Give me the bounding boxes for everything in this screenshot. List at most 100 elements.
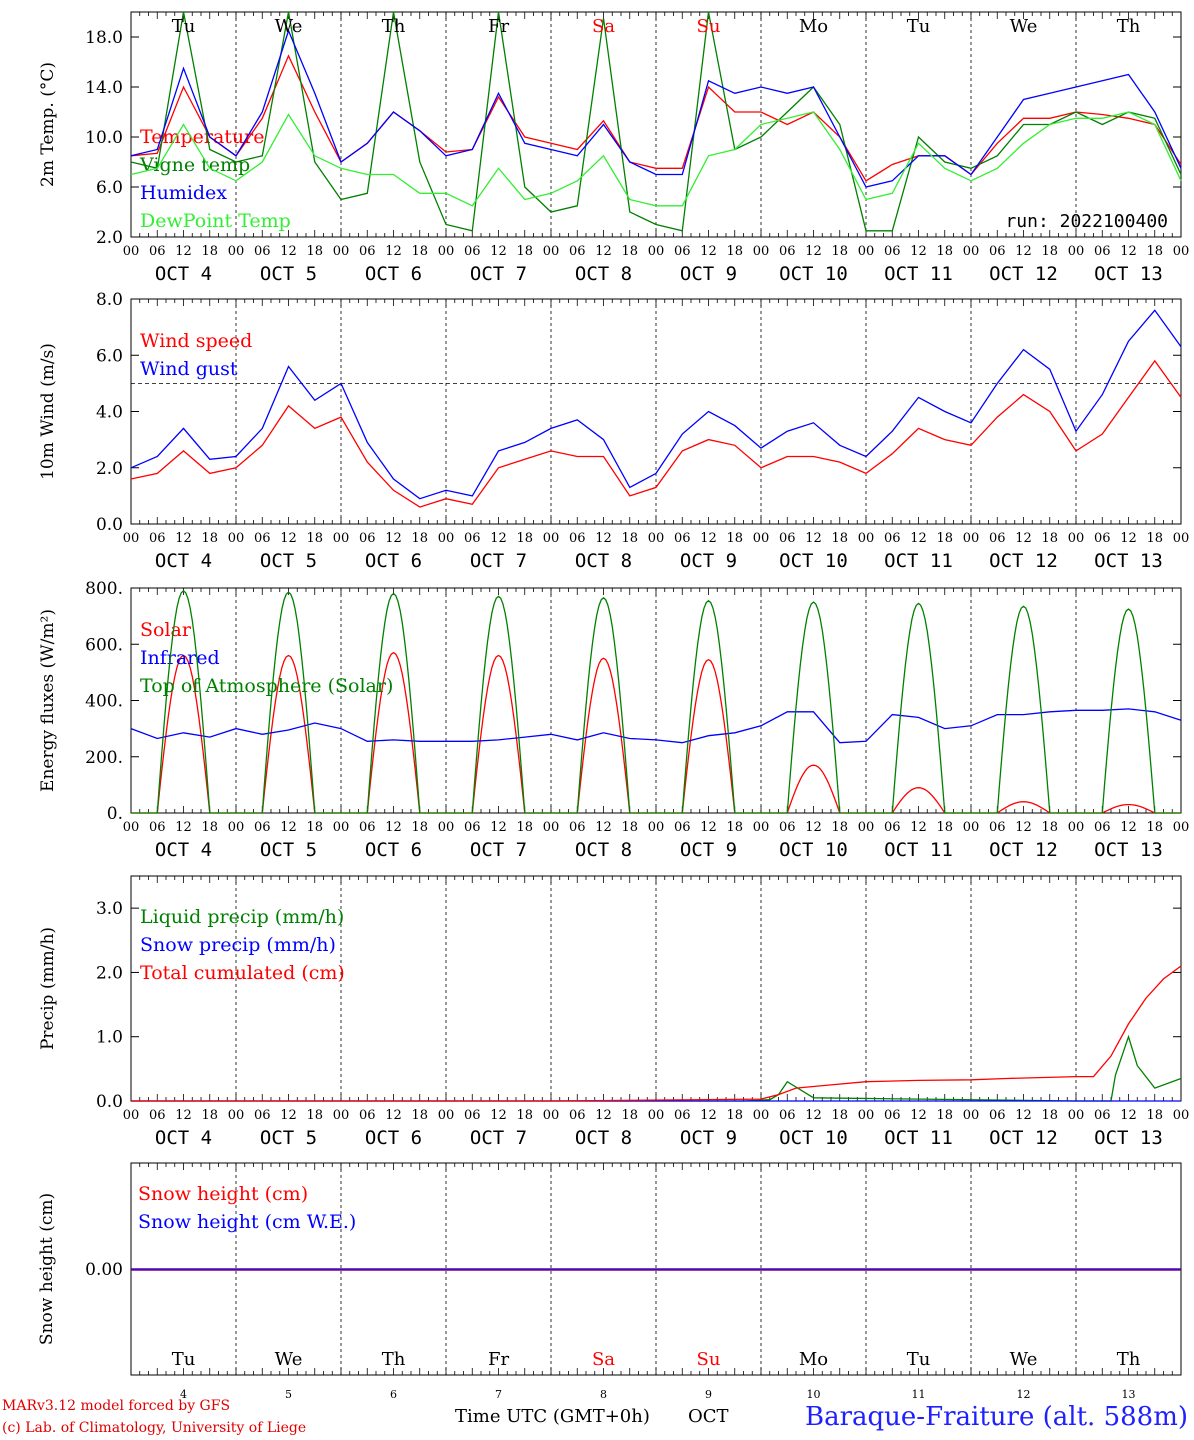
day-name: Th [382,16,406,37]
hour-label: 18 [1146,1108,1163,1123]
day-number: 9 [705,1388,712,1401]
day-number: 8 [600,1388,607,1401]
hour-label: 00 [123,244,140,259]
hour-label: 00 [1173,1108,1190,1123]
hour-label: 06 [569,820,586,835]
y-tick-label: 0.0 [96,515,123,535]
legend-top-of-atmosphere-solar-: Top of Atmosphere (Solar) [140,675,393,697]
date-label: OCT 11 [884,1127,953,1149]
hour-label: 18 [1041,1108,1058,1123]
hour-label: 18 [411,1108,428,1123]
day-name-bottom: Tu [907,1349,931,1370]
legend-vigne-temp: Vigne temp [139,154,250,176]
y-tick-label: 0.00 [85,1260,123,1280]
day-name-bottom: Sa [592,1349,615,1370]
day-name-bottom: Fr [488,1349,509,1370]
day-name: Tu [172,16,196,37]
hour-label: 12 [805,531,822,546]
legend-dewpoint-temp: DewPoint Temp [140,210,291,232]
day-number: 5 [285,1388,292,1401]
hour-label: 00 [648,531,665,546]
hour-label: 00 [543,531,560,546]
hour-label: 12 [490,820,507,835]
date-label: OCT 7 [470,263,527,285]
hour-label: 06 [989,1108,1006,1123]
run-label: run: 2022100400 [1005,211,1168,232]
date-label: OCT 12 [989,1127,1058,1149]
series-line-wind-speed [130,359,1182,508]
hour-label: 18 [306,244,323,259]
date-label: OCT 5 [260,839,317,861]
y-tick-label: 2.0 [96,228,123,248]
legend-total-cumulated-cm-: Total cumulated (cm) [140,962,345,984]
hour-label: 18 [411,820,428,835]
hour-label: 06 [884,820,901,835]
y-axis-title: Energy fluxes (W/m²) [38,609,58,792]
hour-label: 06 [464,531,481,546]
hour-label: 12 [700,1108,717,1123]
hour-label: 00 [753,1108,770,1123]
y-tick-label: 8.0 [96,290,123,310]
hour-label: 00 [963,1108,980,1123]
date-label: OCT 8 [575,1127,632,1149]
hour-label: 06 [884,531,901,546]
hour-label: 12 [490,531,507,546]
day-name: We [1010,16,1038,37]
hour-label: 06 [674,531,691,546]
date-label: OCT 6 [365,839,422,861]
hour-label: 00 [858,531,875,546]
model-credit: MARv3.12 model forced by GFS [2,1398,231,1414]
hour-label: 12 [385,1108,402,1123]
hour-label: 12 [1120,244,1137,259]
date-label: OCT 7 [470,839,527,861]
date-label: OCT 6 [365,550,422,572]
date-label: OCT 9 [680,550,737,572]
y-axis-title: 2m Temp. (°C) [38,62,58,187]
y-tick-label: 0.0 [96,1092,123,1112]
hour-label: 00 [333,1108,350,1123]
day-number: 10 [807,1388,821,1401]
hour-label: 12 [805,820,822,835]
hour-label: 18 [621,820,638,835]
hour-label: 18 [201,244,218,259]
hour-label: 18 [726,820,743,835]
hour-label: 12 [1015,820,1032,835]
hour-label: 12 [700,244,717,259]
day-name-bottom: Tu [172,1349,196,1370]
y-tick-label: 6.0 [96,178,123,198]
hour-label: 18 [1041,244,1058,259]
hour-label: 18 [516,531,533,546]
date-label: OCT 9 [680,263,737,285]
date-label: OCT 12 [989,839,1058,861]
hour-label: 00 [963,531,980,546]
legend-snow-precip-mm-h-: Snow precip (mm/h) [140,934,336,956]
month-label: OCT [688,1406,729,1427]
meteogram: 2.0 6.0 10.0 14.0 18.0 2m Temp. (°C) 00 06 12 18 0… [37,11,1190,1401]
hour-label: 06 [149,531,166,546]
hour-label: 00 [228,820,245,835]
y-tick-label: 18.0 [85,28,123,48]
hour-label: 18 [621,244,638,259]
hour-label: 12 [280,531,297,546]
hour-label: 18 [621,531,638,546]
day-name-bottom: Su [697,1349,721,1370]
y-axis-title: Snow height (cm) [37,1193,57,1345]
day-name-bottom: We [275,1349,303,1370]
hour-label: 06 [674,820,691,835]
hour-label: 06 [254,820,271,835]
hour-label: 00 [228,244,245,259]
hour-label: 12 [490,1108,507,1123]
hour-label: 12 [805,1108,822,1123]
date-label: OCT 11 [884,839,953,861]
hour-label: 18 [1146,244,1163,259]
hour-label: 12 [1120,820,1137,835]
legend-infrared: Infrared [140,647,220,669]
hour-label: 00 [123,820,140,835]
date-label: OCT 5 [260,1127,317,1149]
day-name-bottom: Th [1117,1349,1141,1370]
hour-label: 12 [175,244,192,259]
legend-temperature: Temperature [140,126,264,148]
hour-label: 06 [989,820,1006,835]
date-label: OCT 8 [575,550,632,572]
hour-label: 06 [359,531,376,546]
